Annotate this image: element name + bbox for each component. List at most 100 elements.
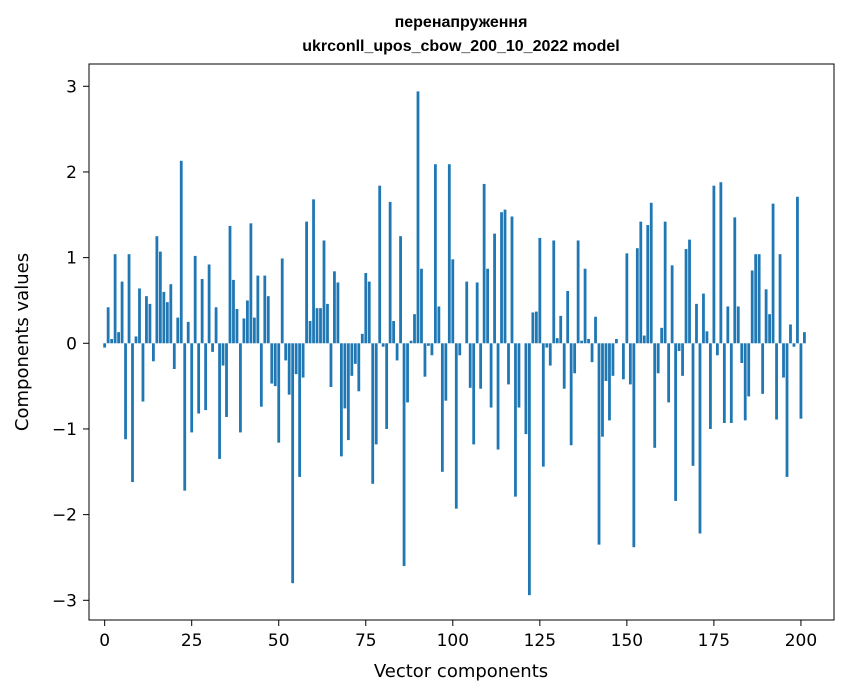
bar-component-55 <box>294 343 298 375</box>
bar-component-27 <box>197 343 201 414</box>
bar-component-123 <box>531 312 535 344</box>
bar-component-178 <box>722 343 726 423</box>
bar-component-8 <box>131 343 134 483</box>
bar-component-155 <box>642 335 646 344</box>
bar-component-112 <box>493 233 496 344</box>
bar-component-129 <box>552 240 556 344</box>
y-tick-label: −2 <box>52 506 77 526</box>
bar-component-111 <box>489 343 493 408</box>
bar-component-143 <box>601 343 604 437</box>
bar-component-182 <box>736 306 740 344</box>
bar-component-89 <box>413 314 416 344</box>
bar-component-199 <box>796 196 799 344</box>
x-tick-label: 25 <box>181 631 203 651</box>
bar-component-72 <box>353 343 357 364</box>
bar-component-31 <box>211 343 214 352</box>
bar-component-195 <box>782 343 785 378</box>
bar-component-146 <box>611 343 615 376</box>
bar-component-131 <box>559 315 563 344</box>
bar-component-174 <box>709 343 712 429</box>
bar-component-171 <box>698 343 702 534</box>
bar-component-201 <box>803 332 806 344</box>
bar-component-74 <box>360 333 364 344</box>
bar-component-160 <box>660 327 664 344</box>
bar-component-56 <box>298 343 302 477</box>
bar-component-172 <box>702 293 705 344</box>
bar-component-44 <box>256 275 260 344</box>
bar-component-194 <box>778 254 782 344</box>
bar-component-17 <box>162 291 166 344</box>
bar-component-68 <box>340 343 343 457</box>
bar-component-51 <box>280 258 284 344</box>
bar-component-124 <box>534 311 538 344</box>
bar-component-91 <box>420 268 423 344</box>
bar-component-188 <box>757 254 761 344</box>
bar-component-156 <box>646 225 650 344</box>
bar-component-23 <box>183 343 187 491</box>
bar-component-113 <box>496 343 500 450</box>
bar-component-104 <box>465 281 469 344</box>
x-tick-label: 200 <box>785 631 817 651</box>
bar-component-144 <box>604 343 608 381</box>
bar-component-126 <box>541 343 545 467</box>
bar-component-65 <box>329 343 333 387</box>
bar-component-135 <box>573 343 577 374</box>
bar-component-49 <box>273 343 277 387</box>
bar-component-166 <box>681 343 684 376</box>
bar-component-150 <box>625 253 629 344</box>
bar-component-25 <box>190 343 194 433</box>
bar-component-43 <box>252 317 256 344</box>
bar-component-6 <box>124 343 127 440</box>
bar-component-187 <box>754 254 758 344</box>
bar-component-179 <box>726 306 730 344</box>
bar-component-60 <box>312 199 315 344</box>
bar-component-153 <box>635 248 639 344</box>
bar-component-138 <box>583 268 587 344</box>
bar-component-127 <box>545 343 549 348</box>
bar-component-109 <box>482 183 486 344</box>
bar-component-116 <box>507 343 510 385</box>
bar-component-35 <box>225 343 228 417</box>
bar-component-42 <box>249 223 253 344</box>
bar-component-193 <box>775 343 778 420</box>
bar-component-21 <box>176 317 180 344</box>
bar-component-29 <box>204 343 208 411</box>
bar-component-142 <box>597 343 601 545</box>
bar-component-64 <box>326 303 329 344</box>
bar-component-26 <box>193 255 197 344</box>
bar-component-81 <box>385 343 389 429</box>
bar-component-165 <box>677 343 681 351</box>
x-tick-label: 175 <box>698 631 730 651</box>
y-tick-label: −1 <box>52 420 77 440</box>
bar-component-97 <box>440 343 444 472</box>
bar-component-159 <box>656 343 660 374</box>
bar-component-192 <box>771 203 775 344</box>
bar-component-76 <box>367 281 371 344</box>
bar-component-157 <box>649 202 653 344</box>
x-tick-label: 100 <box>437 631 469 651</box>
bar-component-168 <box>688 239 691 344</box>
bar-component-98 <box>444 343 448 401</box>
bar-component-100 <box>451 259 455 344</box>
bar-component-57 <box>301 343 305 378</box>
bar-component-58 <box>305 221 308 344</box>
bar-component-62 <box>319 308 322 344</box>
bar-component-181 <box>733 217 737 344</box>
bar-component-186 <box>750 270 754 344</box>
bar-component-59 <box>308 321 312 344</box>
y-tick-label: −3 <box>52 591 77 611</box>
bar-component-99 <box>447 164 451 344</box>
bar-component-77 <box>371 343 375 484</box>
bar-component-110 <box>486 268 490 344</box>
bar-component-67 <box>336 282 340 344</box>
bar-component-63 <box>322 240 326 344</box>
bar-component-16 <box>158 251 162 344</box>
bar-component-38 <box>235 309 239 344</box>
bar-component-167 <box>684 249 688 344</box>
x-tick-label: 125 <box>524 631 556 651</box>
bar-component-82 <box>388 201 392 344</box>
bar-component-33 <box>218 343 221 459</box>
bar-component-130 <box>555 338 559 344</box>
